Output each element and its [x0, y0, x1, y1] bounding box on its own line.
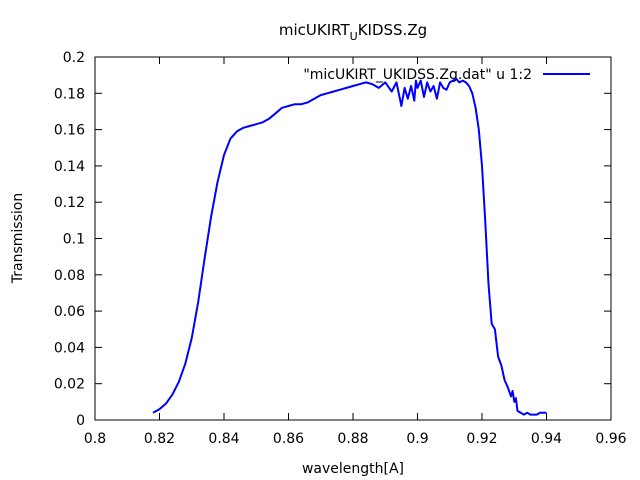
y-tick-label: 0.04 — [54, 340, 85, 356]
x-axis-label: wavelength[A] — [302, 461, 404, 477]
legend-series-label: "micUKIRT_UKIDSS.Zg.dat" u 1:2 — [303, 67, 532, 83]
y-tick-label: 0.08 — [54, 268, 85, 284]
plot-frame — [94, 56, 612, 421]
chart-title: micUKIRTUKIDSS.Zg — [279, 21, 427, 43]
y-ticks: 0 0.02 0.04 0.06 0.08 0.1 0.12 0.14 0.16 0.18 0.2 — [54, 50, 611, 429]
y-tick-label: 0.2 — [63, 50, 85, 66]
series-line — [152, 77, 547, 416]
y-tick-label: 0 — [76, 413, 85, 429]
x-tick-label: 0.94 — [531, 431, 562, 447]
x-tick-label: 0.96 — [595, 431, 626, 447]
x-tick-label: 0.8 — [84, 431, 106, 447]
x-tick-label: 0.88 — [337, 431, 368, 447]
x-tick-label: 0.84 — [208, 431, 239, 447]
y-tick-label: 0.12 — [54, 195, 85, 211]
y-tick-label: 0.02 — [54, 377, 85, 393]
x-tick-label: 0.86 — [273, 431, 304, 447]
y-tick-label: 0.18 — [54, 86, 85, 102]
y-tick-label: 0.14 — [54, 159, 85, 175]
x-ticks: 0.8 0.82 0.84 0.86 0.88 0.9 0.92 0.94 0.96 — [84, 57, 627, 447]
y-tick-label: 0.1 — [63, 232, 85, 248]
y-axis-label: Transmission — [10, 193, 26, 284]
y-tick-label: 0.06 — [54, 304, 85, 320]
x-tick-label: 0.92 — [466, 431, 497, 447]
legend: "micUKIRT_UKIDSS.Zg.dat" u 1:2 — [303, 67, 590, 83]
y-tick-label: 0.16 — [54, 123, 85, 139]
x-tick-label: 0.82 — [144, 431, 175, 447]
x-tick-label: 0.9 — [406, 431, 428, 447]
